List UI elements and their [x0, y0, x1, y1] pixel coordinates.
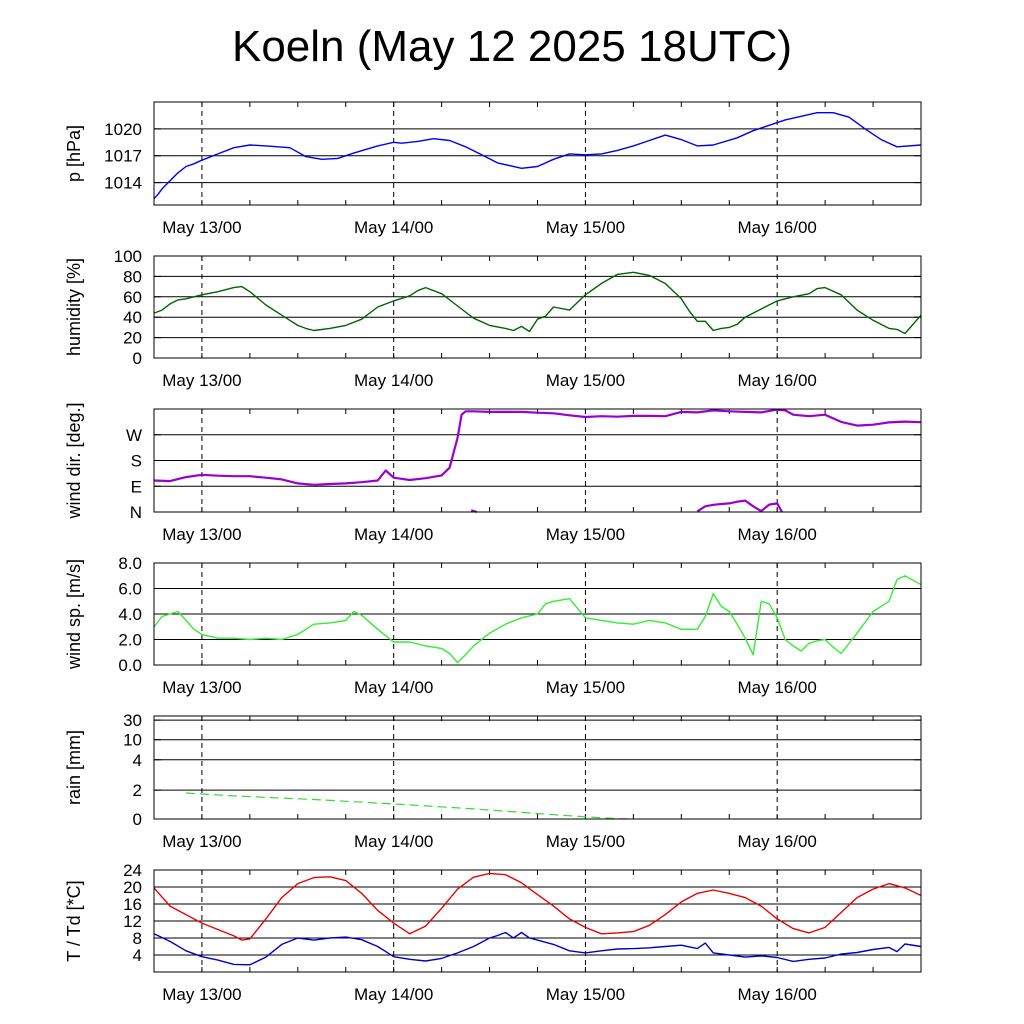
x-day-label: May 13/00 [162, 985, 241, 1004]
y-tick-label: 6.0 [118, 580, 142, 599]
y-tick-label: 4 [133, 946, 142, 965]
x-day-label: May 16/00 [737, 525, 816, 544]
x-day-label: May 14/00 [354, 218, 433, 237]
series-line-rain [185, 792, 634, 820]
y-tick-label: 1020 [104, 120, 142, 139]
y-tick-label: 8 [133, 929, 142, 948]
x-day-label: May 13/00 [162, 678, 241, 697]
chart-title: Koeln (May 12 2025 18UTC) [231, 22, 793, 71]
x-day-label: May 14/00 [354, 371, 433, 390]
y-tick-label: 0 [133, 810, 142, 829]
y-axis-label: wind dir. [deg.] [64, 402, 84, 519]
x-day-label: May 13/00 [162, 525, 241, 544]
x-day-label: May 15/00 [546, 985, 625, 1004]
x-day-label: May 15/00 [546, 525, 625, 544]
x-day-label: May 14/00 [354, 985, 433, 1004]
x-day-label: May 14/00 [354, 525, 433, 544]
y-tick-label: 80 [123, 267, 142, 286]
y-tick-label: 2.0 [118, 631, 142, 650]
y-tick-label: 100 [114, 247, 142, 266]
y-tick-label: 20 [123, 329, 142, 348]
series-line-wind-speed [153, 575, 922, 664]
y-tick-label: 20 [123, 878, 142, 897]
series-line-wind-dir [696, 499, 783, 513]
x-day-label: May 15/00 [546, 218, 625, 237]
x-day-label: May 13/00 [162, 218, 241, 237]
y-axis-label: rain [mm] [64, 730, 84, 805]
x-day-label: May 16/00 [737, 832, 816, 851]
panel-frame [153, 562, 922, 666]
y-axis-label: humidity [%] [64, 258, 84, 356]
y-tick-label: 0 [133, 349, 142, 368]
y-tick-label: S [131, 452, 142, 471]
x-day-label: May 16/00 [737, 371, 816, 390]
y-tick-label: 60 [123, 288, 142, 307]
x-day-label: May 15/00 [546, 678, 625, 697]
series-line-temperature [153, 872, 922, 941]
series-line-dewpoint [153, 931, 922, 966]
y-tick-label: 8.0 [118, 554, 142, 573]
panel-frame [153, 255, 922, 359]
y-tick-label: N [130, 503, 142, 522]
x-day-label: May 14/00 [354, 832, 433, 851]
y-tick-label: 24 [123, 861, 142, 880]
y-tick-label: W [126, 426, 142, 445]
y-tick-label: 2 [133, 781, 142, 800]
y-tick-label: E [131, 477, 142, 496]
y-tick-label: 1014 [104, 174, 142, 193]
panel-wind-speed: 0.0 2.0 4.0 6.0 8.0 wind sp. [m/s] May 13/00 Ma… [64, 554, 922, 697]
y-axis-label: p [hPa] [64, 125, 84, 182]
x-day-label: May 13/00 [162, 832, 241, 851]
series-line-pressure [153, 111, 922, 200]
panel-pressure: 1014 1017 1020 p [hPa] May 13/00 May 14/00 May… [64, 101, 922, 237]
y-tick-label: 40 [123, 308, 142, 327]
x-day-label: May 14/00 [354, 678, 433, 697]
y-tick-label: 1017 [104, 147, 142, 166]
x-day-label: May 13/00 [162, 371, 241, 390]
x-day-label: May 16/00 [737, 985, 816, 1004]
y-tick-label: 4.0 [118, 605, 142, 624]
y-tick-label: 4 [133, 751, 142, 770]
panel-frame [153, 408, 922, 513]
y-tick-label: 10 [123, 731, 142, 750]
x-day-label: May 15/00 [546, 371, 625, 390]
y-axis-label: T / Td [*C] [64, 880, 84, 961]
panel-frame [153, 715, 922, 820]
panel-frame [153, 869, 922, 973]
series-line-wind-dir [153, 408, 922, 486]
x-day-label: May 16/00 [737, 678, 816, 697]
x-day-label: May 16/00 [737, 218, 816, 237]
series-line-humidity [153, 271, 922, 335]
y-axis-label: wind sp. [m/s] [64, 559, 84, 670]
y-tick-label: 0.0 [118, 656, 142, 675]
y-tick-label: 12 [123, 912, 142, 931]
y-tick-label: 30 [123, 711, 142, 730]
panel-frame [153, 101, 922, 206]
x-day-label: May 15/00 [546, 832, 625, 851]
y-tick-label: 16 [123, 895, 142, 914]
